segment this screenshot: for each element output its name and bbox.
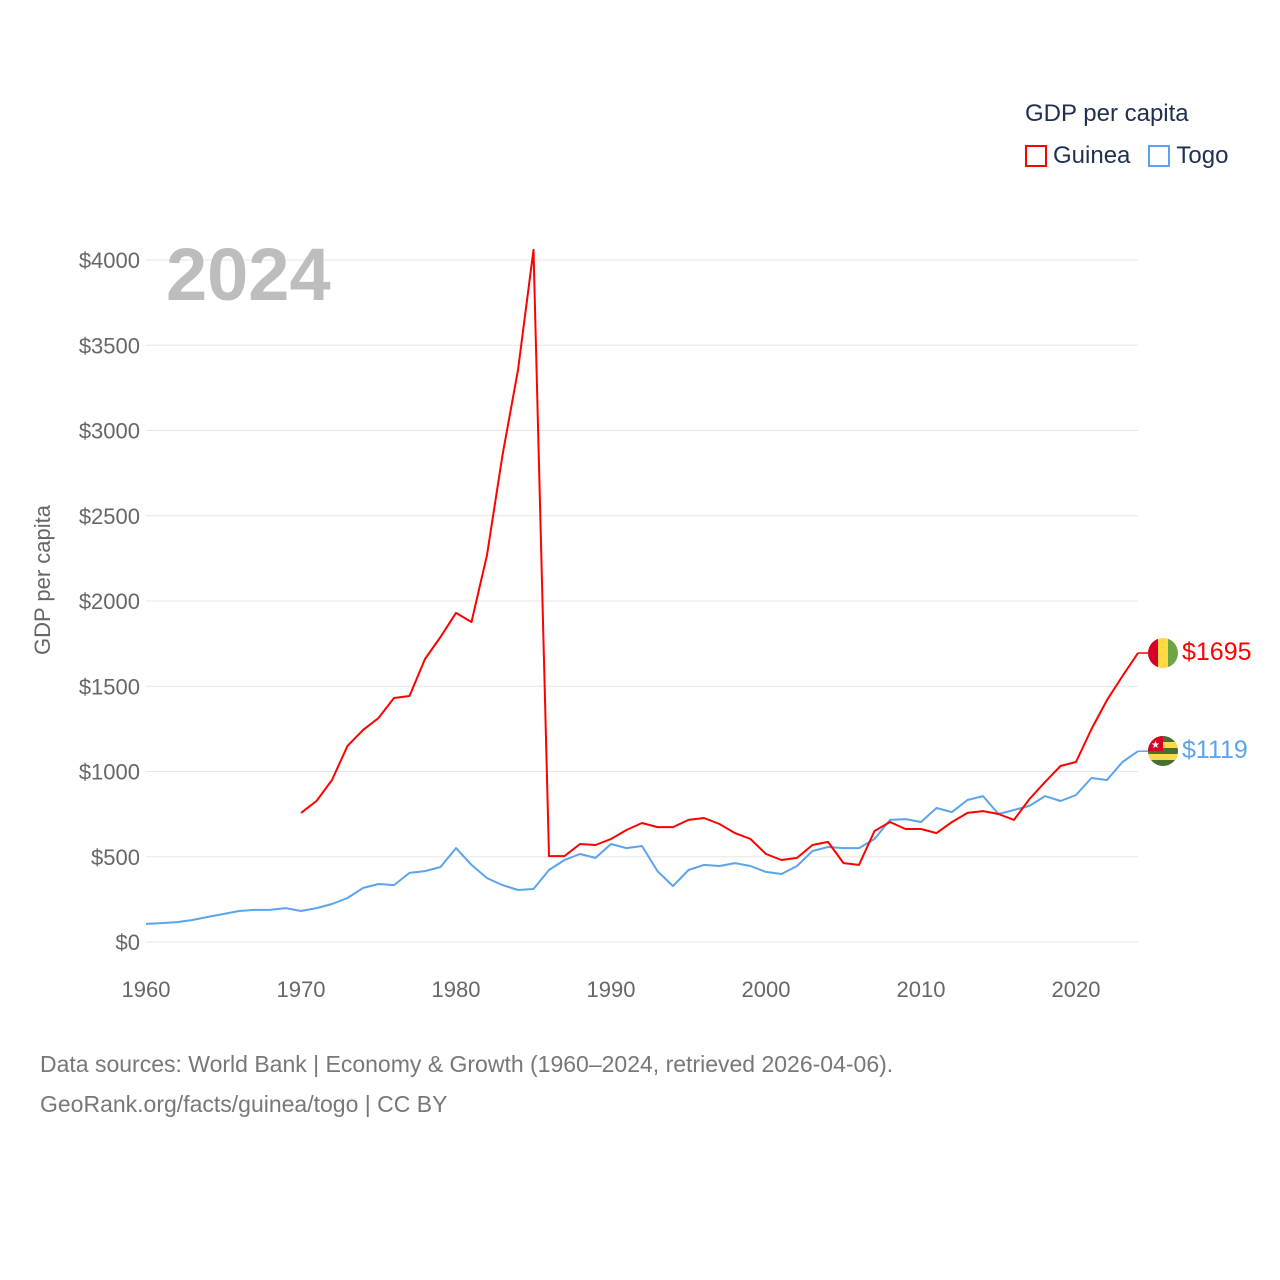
y-axis: $0 $500 $1000 $1500 $2000 $2500 $3000 $3500 $400… <box>79 248 140 955</box>
data-sources: Data sources: World Bank | Economy & Gro… <box>40 1051 894 1077</box>
x-tick-label: 2020 <box>1052 977 1101 1002</box>
series-lines <box>145 248 1148 925</box>
legend-label: Togo <box>1176 142 1229 169</box>
guinea-end-label: $1695 <box>1182 638 1252 666</box>
y-tick-label: $1500 <box>79 674 140 699</box>
y-tick-label: $3500 <box>79 333 140 358</box>
legend-item-togo[interactable]: Togo <box>1148 142 1228 170</box>
guinea-flag-icon <box>1148 638 1178 668</box>
x-tick-label: 2000 <box>742 977 791 1002</box>
source-link[interactable]: GeoRank.org/facts/guinea/togo | CC BY <box>40 1091 448 1117</box>
x-tick-label: 2010 <box>897 977 946 1002</box>
y-tick-label: $3000 <box>79 419 140 444</box>
y-tick-label: $2500 <box>79 504 140 529</box>
y-axis-label: GDP per capita <box>30 504 55 655</box>
footer: Data sources: World Bank | Economy & Gro… <box>40 1044 893 1124</box>
legend-label: Guinea <box>1053 142 1131 169</box>
x-tick-label: 1970 <box>277 977 326 1002</box>
x-tick-label: 1990 <box>587 977 636 1002</box>
togo-end-label: $1119 <box>1182 736 1248 764</box>
svg-text:★: ★ <box>1151 740 1160 751</box>
year-label: 2024 <box>166 233 331 316</box>
series-line-togo <box>145 750 1139 925</box>
legend-swatch-guinea <box>1025 145 1047 167</box>
legend-item-guinea[interactable]: Guinea <box>1025 142 1130 170</box>
y-tick-label: $500 <box>91 845 140 870</box>
x-axis: 1960 1970 1980 1990 2000 2010 2020 <box>122 977 1101 1002</box>
y-tick-label: $1000 <box>79 760 140 785</box>
togo-flag-icon: ★ <box>1148 736 1178 766</box>
y-tick-label: $0 <box>116 930 140 955</box>
y-tick-label: $4000 <box>79 248 140 273</box>
x-tick-label: 1960 <box>122 977 171 1002</box>
x-tick-label: 1980 <box>432 977 481 1002</box>
legend-title: GDP per capita <box>1025 100 1189 127</box>
grid <box>146 259 1138 943</box>
end-labels: ★ $1695 $1119 <box>1148 638 1252 766</box>
legend: Guinea Togo <box>1025 142 1228 170</box>
legend-swatch-togo <box>1148 145 1171 167</box>
y-tick-label: $2000 <box>79 589 140 614</box>
series-line-guinea <box>300 248 1139 866</box>
